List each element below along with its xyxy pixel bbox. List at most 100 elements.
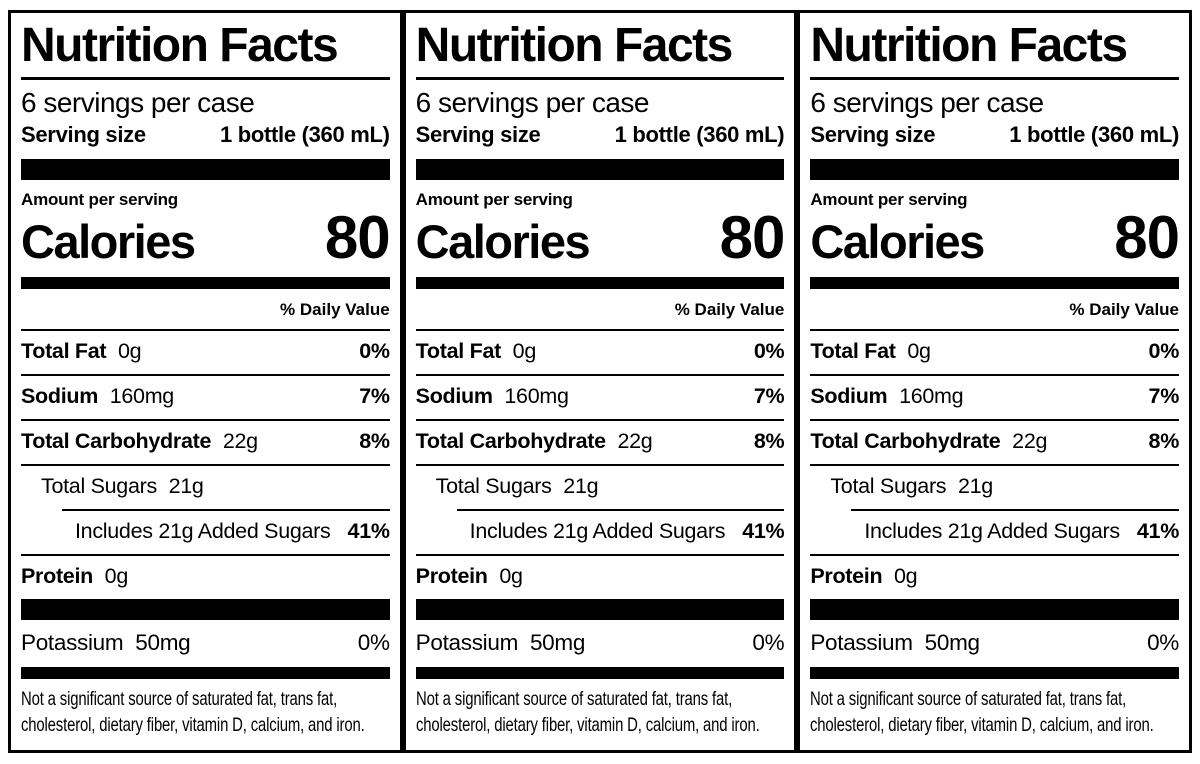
daily-value-header: % Daily Value bbox=[1069, 300, 1180, 319]
serving-size-row: Serving size 1 bottle (360 mL) bbox=[21, 122, 390, 148]
nutrient-row-total-fat: Total Fat 0g 0% bbox=[810, 331, 1179, 374]
footnote: Not a significant source of saturated fa… bbox=[810, 688, 1154, 736]
nutrient-name-amount: Total Sugars 21g bbox=[435, 474, 599, 498]
nutrient-name-amount: Protein 0g bbox=[810, 564, 918, 588]
divider-bar-medium bbox=[810, 277, 1180, 289]
rule bbox=[415, 374, 785, 376]
nutrient-name-amount: Total Carbohydrate 22g bbox=[415, 429, 653, 453]
servings-per-case: 6 servings per case bbox=[810, 87, 1044, 118]
rule bbox=[415, 554, 785, 556]
calories-value: 80 bbox=[719, 204, 786, 271]
calories-value: 80 bbox=[1114, 204, 1180, 271]
nutrient-row-sodium: Sodium 160mg 7% bbox=[21, 376, 390, 419]
servings-per-case: 6 servings per case bbox=[21, 87, 255, 118]
nutrient-name-amount: Protein 0g bbox=[415, 564, 523, 588]
nutrient-row-added-sugars: Includes 21g Added Sugars 41% bbox=[810, 511, 1179, 554]
nutrient-row-total-carbohydrate: Total Carbohydrate 22g 8% bbox=[810, 421, 1179, 464]
calories-row: Calories 80 bbox=[21, 204, 391, 271]
nutrient-row-total-sugars: Total Sugars 21g bbox=[810, 466, 1179, 509]
daily-value: 7% bbox=[753, 384, 785, 408]
amount-per-serving-label: Amount per serving bbox=[21, 190, 178, 209]
nutrient-name-amount: Includes 21g Added Sugars bbox=[75, 519, 331, 543]
nutrient-row-total-carbohydrate: Total Carbohydrate 22g 8% bbox=[416, 421, 785, 464]
rule bbox=[810, 419, 1180, 421]
nutrient-name-amount: Includes 21g Added Sugars bbox=[469, 519, 726, 543]
rule-indented bbox=[62, 509, 390, 511]
rule bbox=[810, 374, 1180, 376]
nutrition-facts-panel: Nutrition Facts 6 servings per case Serv… bbox=[402, 10, 798, 753]
divider-bar-thick bbox=[21, 599, 390, 620]
footnote: Not a significant source of saturated fa… bbox=[415, 688, 760, 736]
nutrient-row-protein: Protein 0g bbox=[810, 556, 1179, 599]
nutrient-name-amount: Potassium 50mg bbox=[415, 630, 586, 655]
divider-bar-medium bbox=[810, 667, 1180, 679]
calories-label: Calories bbox=[415, 215, 591, 268]
nutrient-row-sodium: Sodium 160mg 7% bbox=[416, 376, 785, 419]
serving-size-label: Serving size bbox=[810, 122, 936, 147]
nutrient-row-protein: Protein 0g bbox=[416, 556, 785, 599]
divider-bar-medium bbox=[21, 277, 390, 289]
daily-value: 0% bbox=[753, 339, 785, 363]
nutrient-row-potassium: Potassium 50mg 0% bbox=[416, 620, 785, 667]
rule bbox=[810, 329, 1180, 331]
amount-per-serving-label: Amount per serving bbox=[810, 190, 968, 209]
serving-size-row: Serving size 1 bottle (360 mL) bbox=[810, 122, 1179, 148]
calories-row: Calories 80 bbox=[810, 204, 1180, 271]
rule bbox=[21, 329, 390, 331]
nutrient-row-total-sugars: Total Sugars 21g bbox=[21, 466, 390, 509]
rule bbox=[21, 554, 390, 556]
nutrition-facts-panel: Nutrition Facts 6 servings per case Serv… bbox=[797, 10, 1193, 753]
rule bbox=[415, 419, 785, 421]
calories-value: 80 bbox=[324, 204, 391, 271]
nutrient-row-added-sugars: Includes 21g Added Sugars 41% bbox=[416, 511, 785, 554]
nutrient-name-amount: Total Fat 0g bbox=[415, 339, 537, 363]
serving-size-label: Serving size bbox=[21, 122, 146, 147]
rule bbox=[21, 419, 390, 421]
nutrient-name-amount: Total Fat 0g bbox=[810, 339, 931, 363]
daily-value: 0% bbox=[357, 630, 390, 655]
serving-size-value: 1 bottle (360 mL) bbox=[614, 122, 785, 147]
daily-value: 8% bbox=[1148, 429, 1180, 453]
daily-value: 0% bbox=[1147, 630, 1180, 655]
divider-bar-medium bbox=[415, 667, 785, 679]
divider-bar-thick bbox=[810, 599, 1180, 620]
rule bbox=[21, 464, 390, 466]
footnote: Not a significant source of saturated fa… bbox=[21, 688, 365, 736]
divider-bar-thick bbox=[21, 159, 390, 180]
nutrient-name-amount: Total Sugars 21g bbox=[830, 474, 993, 498]
nutrient-name-amount: Potassium 50mg bbox=[21, 630, 191, 655]
calories-label: Calories bbox=[21, 215, 196, 268]
divider-bar-medium bbox=[415, 277, 785, 289]
daily-value: 41% bbox=[742, 519, 785, 543]
serving-size-label: Serving size bbox=[415, 122, 541, 147]
nutrient-row-total-fat: Total Fat 0g 0% bbox=[21, 331, 390, 374]
nutrient-name-amount: Total Carbohydrate 22g bbox=[810, 429, 1048, 453]
rule bbox=[415, 329, 785, 331]
daily-value: 7% bbox=[1148, 384, 1180, 408]
rule bbox=[810, 554, 1180, 556]
nutrient-name-amount: Sodium 160mg bbox=[810, 384, 964, 408]
rule bbox=[21, 374, 390, 376]
divider-bar-thick bbox=[810, 159, 1180, 180]
nutrient-name-amount: Sodium 160mg bbox=[415, 384, 569, 408]
serving-size-value: 1 bottle (360 mL) bbox=[219, 122, 390, 147]
daily-value: 41% bbox=[347, 519, 390, 543]
daily-value: 0% bbox=[359, 339, 390, 363]
amount-per-serving-label: Amount per serving bbox=[415, 190, 573, 209]
serving-size-row: Serving size 1 bottle (360 mL) bbox=[416, 122, 785, 148]
daily-value-header: % Daily Value bbox=[674, 300, 785, 319]
nutrient-row-total-sugars: Total Sugars 21g bbox=[416, 466, 785, 509]
nutrient-row-sodium: Sodium 160mg 7% bbox=[810, 376, 1179, 419]
nutrient-row-potassium: Potassium 50mg 0% bbox=[21, 620, 390, 667]
nutrition-facts-title: Nutrition Facts bbox=[21, 18, 390, 80]
nutrient-name-amount: Protein 0g bbox=[21, 564, 128, 588]
divider-bar-medium bbox=[21, 667, 390, 679]
nutrition-facts-panel: Nutrition Facts 6 servings per case Serv… bbox=[8, 10, 403, 753]
nutrient-row-total-carbohydrate: Total Carbohydrate 22g 8% bbox=[21, 421, 390, 464]
nutrient-name-amount: Potassium 50mg bbox=[810, 630, 980, 655]
nutrient-name-amount: Total Fat 0g bbox=[21, 339, 142, 363]
nutrient-row-added-sugars: Includes 21g Added Sugars 41% bbox=[21, 511, 390, 554]
nutrient-row-potassium: Potassium 50mg 0% bbox=[810, 620, 1179, 667]
rule bbox=[415, 464, 785, 466]
